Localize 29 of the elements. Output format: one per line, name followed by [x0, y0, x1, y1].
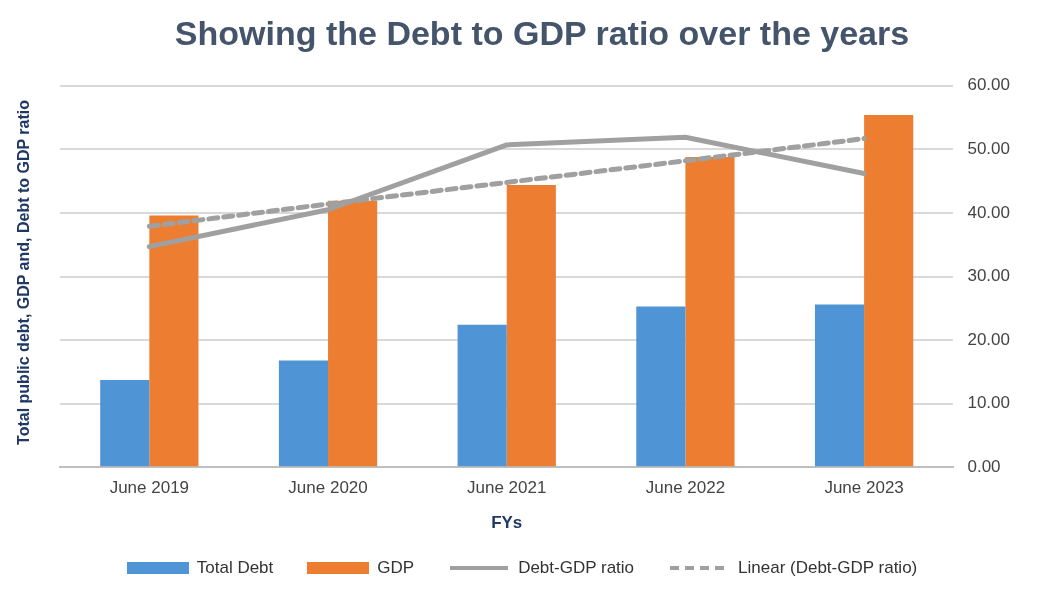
y-axis-title: Total public debt, GDP and, Debt to GDP ratio — [15, 99, 33, 445]
chart-title: Showing the Debt to GDP ratio over the years — [174, 13, 910, 52]
bar — [814, 304, 865, 467]
x-tick-label: June 2019 — [109, 478, 190, 498]
y-tick-label: 30.00 — [967, 266, 1011, 286]
bar — [636, 306, 686, 467]
y-tick-label: 40.00 — [967, 202, 1011, 222]
x-tick-label: June 2023 — [824, 478, 904, 498]
bar — [457, 324, 507, 467]
y-tick-label: 0.00 — [967, 456, 1001, 476]
bar — [506, 184, 556, 467]
x-tick-label: June 2021 — [467, 478, 547, 498]
bar — [328, 200, 378, 467]
y-tick-label: 50.00 — [967, 139, 1011, 159]
legend-label: GDP — [377, 558, 415, 578]
y-tick-label: 60.00 — [967, 75, 1011, 95]
x-tick-label: June 2020 — [288, 478, 368, 498]
legend-label: Linear (Debt-GDP ratio) — [738, 558, 918, 578]
bar — [149, 215, 199, 467]
x-tick-label: June 2022 — [645, 478, 726, 498]
bar — [100, 380, 150, 467]
bar — [685, 157, 735, 467]
y-tick-label: 20.00 — [967, 329, 1011, 349]
legend-label: Total Debt — [196, 558, 274, 578]
y-tick-label: 10.00 — [967, 393, 1011, 413]
legend-label: Debt-GDP ratio — [518, 558, 635, 578]
bar — [864, 115, 914, 467]
x-axis-title: FYs — [491, 513, 523, 533]
bar — [278, 360, 329, 467]
